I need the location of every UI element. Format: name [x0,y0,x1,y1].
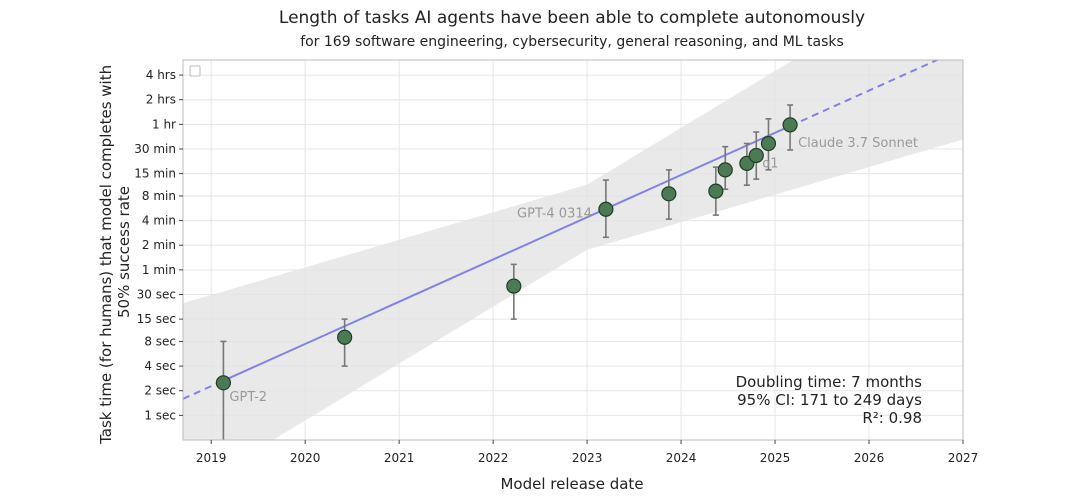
x-tick-label: 2026 [854,451,885,465]
y-tick-label: 8 sec [144,334,176,348]
x-tick-label: 2023 [572,451,603,465]
trend-line-fit [222,125,791,382]
y-tick-label: 15 sec [137,312,176,326]
model-point [717,162,733,178]
x-axis-ticks: 2019 2020 2021 2022 2023 2024 2025 2026 2027 [196,440,978,465]
x-tick-label: 2020 [290,451,321,465]
plot-frame [182,59,964,441]
y-tick-label: 15 min [134,167,176,181]
point-label: Claude 3.7 Sonnet [798,136,918,151]
y-tick-label: 4 sec [144,359,176,373]
r-squared-stat: R²: 0.98 [862,409,922,427]
x-axis-label: Model release date [500,475,643,493]
x-tick-label: 2024 [666,451,697,465]
model-point [708,183,724,199]
y-tick-label: 2 hrs [146,93,176,107]
model-point [598,201,614,217]
y-axis-ticks: 1 sec 2 sec 4 sec 8 sec 15 sec 30 sec 1 min 2 m… [134,68,183,422]
chart-title: Length of tasks AI agents have been able… [279,8,865,28]
trend-line-forward-extrapolation [789,60,940,127]
y-tick-label: 4 min [142,214,176,228]
point-annotations: GPT-2 GPT-4 0314 o1 Claude 3.7 Sonnet [229,136,918,405]
x-tick-label: 2019 [196,451,227,465]
doubling-time-stat: Doubling time: 7 months [736,373,923,391]
y-tick-label: 30 min [134,142,176,156]
y-tick-label: 1 sec [144,408,176,422]
y-tick-label: 1 hr [152,117,176,131]
y-tick-label: 1 min [142,263,176,277]
model-point [661,186,677,202]
data-points [215,117,798,391]
y-tick-label: 4 hrs [146,68,176,82]
x-tick-label: 2021 [384,451,415,465]
x-tick-label: 2025 [760,451,791,465]
y-tick-label: 2 sec [144,384,176,398]
x-tick-label: 2022 [478,451,509,465]
chart-subtitle: for 169 software engineering, cybersecur… [300,34,844,50]
x-tick-label: 2027 [948,451,979,465]
model-point [337,329,353,345]
model-point [748,147,764,164]
point-label: GPT-2 [229,390,267,405]
model-point [506,278,522,294]
y-tick-label: 2 min [142,238,176,252]
legend-box [189,65,201,77]
point-label: o1 [762,156,778,171]
model-point [760,135,777,152]
point-label: GPT-4 0314 [517,206,592,221]
y-tick-label: 8 min [142,189,176,203]
y-axis-label: Task time (for humans) that model comple… [97,60,133,445]
model-point [782,117,798,133]
model-point [215,375,232,391]
confidence-interval-stat: 95% CI: 171 to 249 days [737,391,922,409]
y-tick-label: 30 sec [137,287,176,301]
